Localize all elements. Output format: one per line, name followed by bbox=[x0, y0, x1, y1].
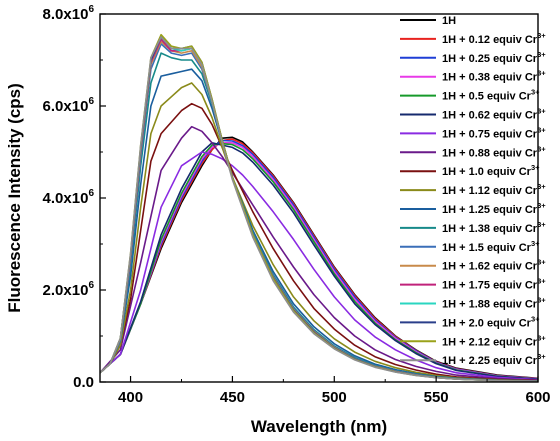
legend-label: 1H + 0.75 equiv Cr3+ bbox=[442, 125, 546, 140]
legend-label: 1H + 1.75 equiv Cr3+ bbox=[442, 277, 546, 292]
series-line bbox=[99, 151, 539, 381]
x-tick-label: 450 bbox=[220, 389, 245, 406]
legend-label: 1H + 0.38 equiv Cr3+ bbox=[442, 69, 546, 84]
y-axis-title: Fluorescence Intensity (cps) bbox=[5, 83, 24, 313]
series-line bbox=[99, 36, 539, 383]
legend-label: 1H + 0.25 equiv Cr3+ bbox=[442, 50, 546, 65]
legend-label: 1H + 2.12 equiv Cr3+ bbox=[442, 333, 546, 348]
x-tick-label: 400 bbox=[118, 389, 143, 406]
series-line bbox=[99, 142, 539, 380]
legend-label: 1H + 1.62 equiv Cr3+ bbox=[442, 258, 546, 273]
x-axis-title: Wavelength (nm) bbox=[251, 417, 387, 436]
x-tick-label: 500 bbox=[322, 389, 347, 406]
legend-label: 1H + 1.88 equiv Cr3+ bbox=[442, 296, 546, 311]
legend-label: 1H bbox=[442, 15, 456, 27]
y-tick-label: 8.0x106 bbox=[43, 4, 95, 23]
series-line bbox=[99, 125, 539, 381]
legend-label: 1H + 1.12 equiv Cr3+ bbox=[442, 182, 546, 197]
legend-label: 1H + 1.0 equiv Cr3+ bbox=[442, 163, 540, 178]
x-tick-label: 600 bbox=[525, 389, 550, 406]
legend-label: 1H + 2.25 equiv Cr3+ bbox=[442, 352, 546, 367]
plot-curves bbox=[99, 33, 539, 383]
y-tick-label: 2.0x106 bbox=[43, 280, 95, 299]
x-tick-label: 550 bbox=[424, 389, 449, 406]
axes: 400 450 500 550 600 0.0 2.0x106 4.0x106 6.0x106 8… bbox=[5, 4, 551, 436]
legend: 1H 1H + 0.12 equiv Cr3+ 1H + 0.25 equiv Cr… bbox=[400, 15, 546, 367]
legend-label: 1H + 1.38 equiv Cr3+ bbox=[442, 220, 546, 235]
legend-label: 1H + 0.12 equiv Cr3+ bbox=[442, 31, 546, 46]
legend-label: 1H + 2.0 equiv Cr3+ bbox=[442, 314, 540, 329]
legend-label: 1H + 1.5 equiv Cr3+ bbox=[442, 239, 540, 254]
legend-label: 1H + 0.5 equiv Cr3+ bbox=[442, 88, 540, 103]
y-tick-label: 0.0 bbox=[73, 374, 94, 391]
legend-label: 1H + 0.62 equiv Cr3+ bbox=[442, 107, 546, 122]
legend-label: 1H + 1.25 equiv Cr3+ bbox=[442, 201, 546, 216]
y-tick-label: 4.0x106 bbox=[43, 188, 95, 207]
legend-label: 1H + 0.88 equiv Cr3+ bbox=[442, 144, 546, 159]
series-line bbox=[99, 102, 539, 382]
y-tick-label: 6.0x106 bbox=[43, 96, 95, 115]
